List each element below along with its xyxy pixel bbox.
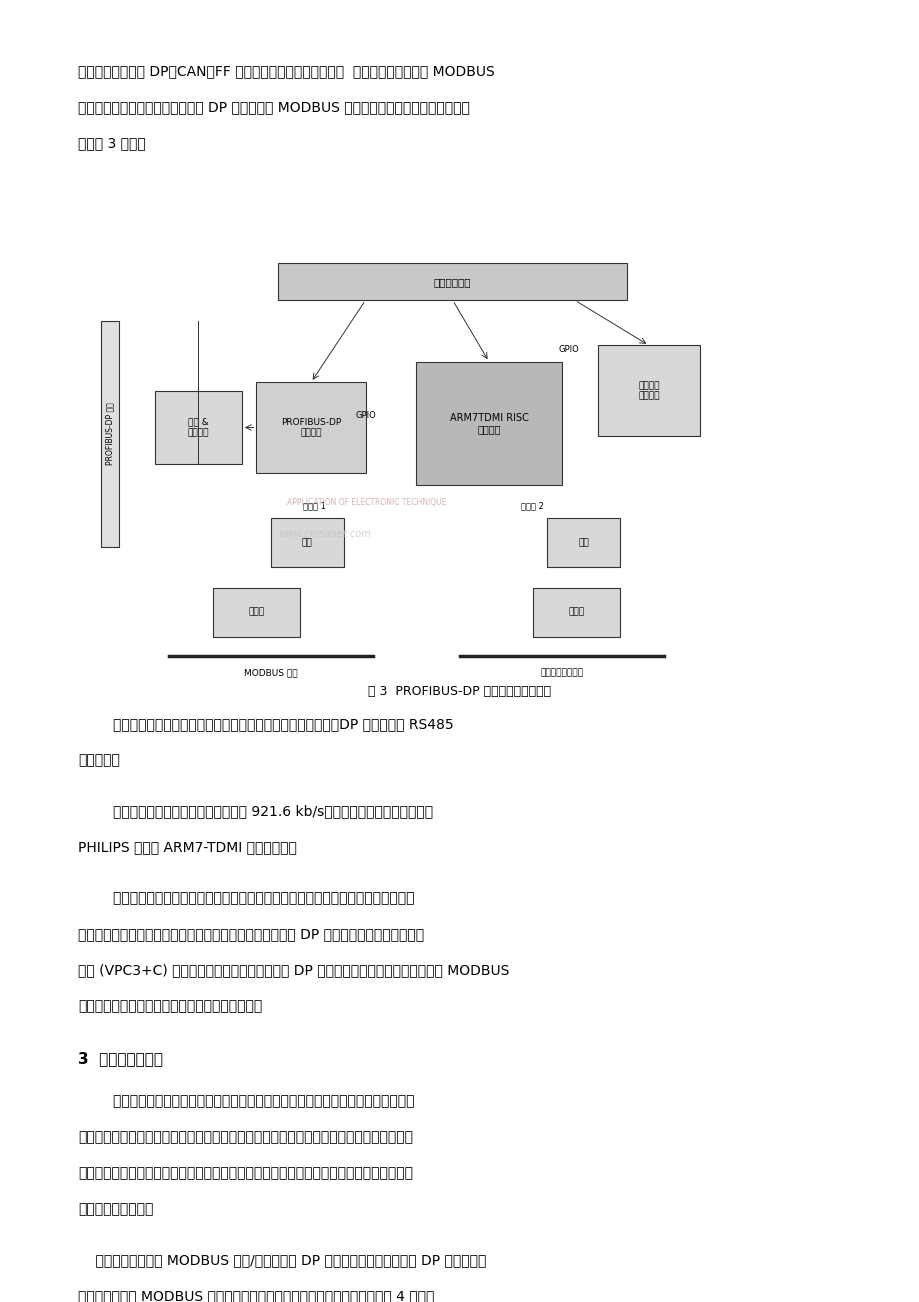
Text: 从站地址
拨码开关: 从站地址 拨码开关 [638,381,659,400]
Text: 串行口 1: 串行口 1 [303,501,325,510]
FancyBboxPatch shape [416,362,562,484]
Text: 可以采用分层结构，最后在应用层实现协议数据的相互转换。本网关协议栈的实现采用的就: 可以采用分层结构，最后在应用层实现协议数据的相互转换。本网关协议栈的实现采用的就 [78,1167,413,1180]
Text: PROFIBUS-DP
协议芯片: PROFIBUS-DP 协议芯片 [280,418,341,437]
Text: 网关系统在软件设计方面与网关连接总线系统所采用的协议有较大差别，但一般协: 网关系统在软件设计方面与网关连接总线系统所采用的协议有较大差别，但一般协 [78,1095,414,1108]
Text: 电源管理模块: 电源管理模块 [434,277,471,286]
Text: 芯片 (VPC3+C) 实现；中央管理模块除了实现对 DP 从站模块的配置和管理，还要完成 MODBUS: 芯片 (VPC3+C) 实现；中央管理模块除了实现对 DP 从站模块的配置和管理… [78,963,509,978]
FancyBboxPatch shape [271,518,344,568]
Text: 隔离: 隔离 [301,538,312,547]
Text: GPIO: GPIO [355,410,376,419]
FancyBboxPatch shape [547,518,619,568]
Text: APPLICATION OF ELECTRONIC TECHNIQUE: APPLICATION OF ELECTRONIC TECHNIQUE [287,497,447,506]
FancyBboxPatch shape [212,587,300,637]
FancyBboxPatch shape [101,320,119,547]
Text: 是这种分层的思想。: 是这种分层的思想。 [78,1202,153,1216]
Text: 通信模块。: 通信模块。 [78,753,120,767]
FancyBboxPatch shape [256,383,365,473]
FancyBboxPatch shape [532,587,619,637]
Text: www.chinaaet.com: www.chinaaet.com [278,529,370,539]
Text: 对于复杂的协议如 DP、CAN、FF 总线等一般选用协议芯片实现  对于较简单的协议如 MODBUS: 对于复杂的协议如 DP、CAN、FF 总线等一般选用协议芯片实现 对于较简单的协… [78,64,494,78]
Text: 系密切，此处设计的电源模块兼有热插拔和电压转换功能； DP 从站模块的核心功能由协议: 系密切，此处设计的电源模块兼有热插拔和电压转换功能； DP 从站模块的核心功能由… [78,927,424,941]
Text: 串行口 2: 串行口 2 [521,501,543,510]
Text: 等一般用软核实现。本网关采用了 DP 协议芯片与 MODBUS 软核相结合的实现方式。其硬件结: 等一般用软核实现。本网关采用了 DP 协议芯片与 MODBUS 软核相结合的实现… [78,100,470,115]
Text: 协议的实现以及两种协议数据交换协议栈的实现。: 协议的实现以及两种协议数据交换协议栈的实现。 [78,1000,262,1013]
Text: 3  网关系统的实现: 3 网关系统的实现 [78,1051,163,1066]
Text: 网关协议栈是连接 MODBUS 输入/输出模块与 DP 通信的桥梁。协议栈分为 DP 通信层、协: 网关协议栈是连接 MODBUS 输入/输出模块与 DP 通信的桥梁。协议栈分为 … [78,1254,486,1267]
Text: PHILIPS 公司的 ARM7-TDMI 核微处理器。: PHILIPS 公司的 ARM7-TDMI 核微处理器。 [78,840,297,854]
FancyBboxPatch shape [597,345,699,436]
FancyBboxPatch shape [278,263,627,301]
Text: 隔离: 隔离 [577,538,588,547]
Text: 议数据映射层和 MODBUS 通信层三层。网关协议栈分层结构及各层功能如图 4 所示。: 议数据映射层和 MODBUS 通信层三层。网关协议栈分层结构及各层功能如图 4 … [78,1289,434,1302]
Text: 构如图 3 所示。: 构如图 3 所示。 [78,135,146,150]
Text: MODBUS 总线: MODBUS 总线 [244,668,298,677]
Text: 电源管理模块负责整套系统的电源供给，系统的稳定运行与电源模块的稳定性能关: 电源管理模块负责整套系统的电源供给，系统的稳定运行与电源模块的稳定性能关 [78,892,414,906]
Text: ARM7TDMI RISC
微处理器: ARM7TDMI RISC 微处理器 [449,413,528,434]
Text: 图 3  PROFIBUS-DP 智能网关硬件结构图: 图 3 PROFIBUS-DP 智能网关硬件结构图 [368,685,551,698]
Text: 按照功能划分，网关可以分为电源管理模块、中央管理模块、DP 从站模块和 RS485: 按照功能划分，网关可以分为电源管理模块、中央管理模块、DP 从站模块和 RS48… [78,717,453,732]
Text: PROFIBUS-DP 总线: PROFIBUS-DP 总线 [106,402,115,465]
Text: 驱动 &
磁耦隔离: 驱动 & 磁耦隔离 [187,418,209,437]
Text: GPIO: GPIO [558,345,579,354]
Text: 驱动器: 驱动器 [248,608,265,617]
Text: 川仪内部协议总线: 川仪内部协议总线 [539,668,583,677]
Text: 议在定义时为了实现灵活性好、易于实现和维护等优点都采用分层结构。网关软件设计时也: 议在定义时为了实现灵活性好、易于实现和维护等优点都采用分层结构。网关软件设计时也 [78,1130,413,1144]
Text: 本网关设计要求串行口速率能够达到 921.6 kb/s。基于此要求，硬件平台选用: 本网关设计要求串行口速率能够达到 921.6 kb/s。基于此要求，硬件平台选用 [78,805,433,819]
Text: 驱动器: 驱动器 [568,608,584,617]
FancyBboxPatch shape [154,391,242,465]
